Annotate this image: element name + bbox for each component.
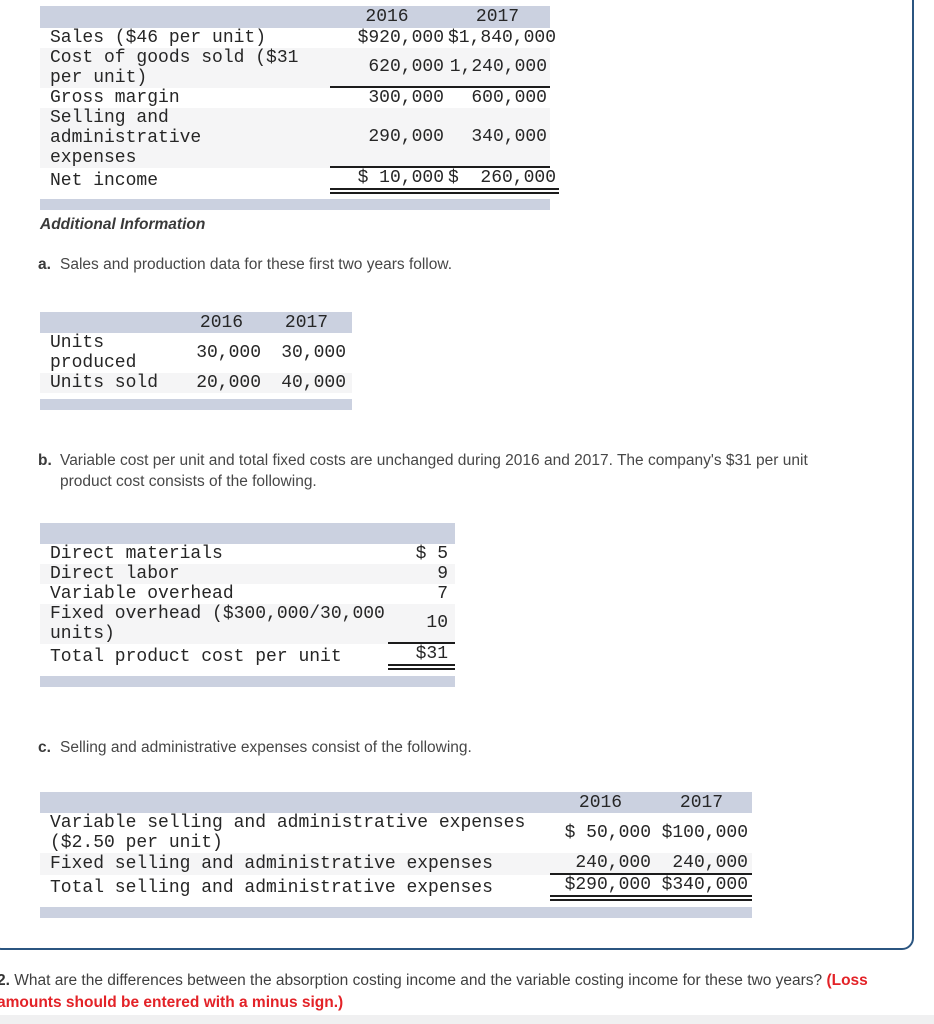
table-row: Fixed selling and administrative expense… — [40, 853, 752, 875]
value-2017: 340,000 — [448, 108, 550, 168]
col-header-2016: 2016 — [578, 792, 623, 813]
table-footer-bar — [40, 676, 455, 687]
row-label: Variable selling and administrative expe… — [50, 813, 526, 853]
product-cost-table-header — [40, 523, 455, 544]
col-header-2017: 2017 — [284, 312, 329, 333]
value-2016: 290,000 — [330, 108, 448, 168]
row-label: Units produced — [50, 333, 137, 373]
value-2016: $ 50,000 — [564, 823, 651, 843]
table-row: Sales ($46 per unit) $920,000 $1,840,000 — [40, 28, 556, 48]
table-row: Total product cost per unit $31 — [40, 644, 455, 670]
question-note-red: (Loss amounts should be entered with a m… — [0, 972, 868, 1011]
row-label: Total selling and administrative expense… — [50, 878, 493, 898]
table-row: Variable selling and administrative expe… — [40, 813, 752, 853]
value-2017: 40,000 — [281, 373, 346, 393]
table-row: Units sold 20,000 40,000 — [40, 373, 352, 393]
bottom-panel-strip — [0, 1015, 934, 1024]
item-c-text: Selling and administrative expenses cons… — [60, 739, 472, 756]
value-2016: 30,000 — [196, 343, 261, 363]
row-label: Sales ($46 per unit) — [50, 28, 267, 48]
value-2016: 620,000 — [330, 48, 448, 88]
value-2016: 240,000 — [550, 853, 655, 875]
table-row: Direct labor 9 — [40, 564, 455, 584]
value-2017: $340,000 — [655, 875, 752, 901]
col-header-2016: 2016 — [365, 7, 409, 27]
item-a-label: a. — [38, 256, 51, 273]
row-label: Direct labor — [50, 564, 180, 584]
value-2016: $290,000 — [550, 875, 655, 901]
table-row: Fixed overhead ($300,000/30,000 units) 1… — [40, 604, 455, 644]
item-b-label: b. — [38, 452, 52, 469]
table-footer-bar — [40, 399, 352, 410]
additional-information-title: Additional Information — [40, 216, 206, 233]
col-header-2017: 2017 — [679, 792, 724, 813]
table-row: Cost of goods sold ($31 per unit) 620,00… — [40, 48, 550, 88]
question-number: 2. — [0, 972, 10, 989]
income-table-header: 2016 2017 — [40, 6, 550, 28]
row-label: Net income — [50, 171, 159, 191]
item-a-text: Sales and production data for these firs… — [60, 256, 453, 273]
item-c-label: c. — [38, 739, 51, 756]
row-value: $ 5 — [415, 544, 448, 564]
product-cost-table: Direct materials $ 5 Direct labor 9 Vari… — [40, 523, 455, 687]
row-label: Gross margin — [50, 88, 180, 108]
item-b-paragraph: b. Variable cost per unit and total fixe… — [38, 450, 860, 492]
table-row: Units produced 30,000 30,000 — [40, 333, 352, 373]
value-2017: 600,000 — [471, 88, 547, 108]
table-row: Total selling and administrative expense… — [40, 875, 752, 901]
row-label: Variable overhead — [50, 584, 234, 604]
item-a-paragraph: a. Sales and production data for these f… — [38, 254, 738, 275]
table-row: Direct materials $ 5 — [40, 544, 455, 564]
requirement-2-text: 2. What are the differences between the … — [0, 970, 873, 1014]
row-label: Fixed selling and administrative expense… — [50, 854, 493, 874]
table-row: Variable overhead 7 — [40, 584, 455, 604]
value-2017: 240,000 — [655, 853, 752, 875]
row-value: 10 — [388, 604, 455, 644]
table-row: Gross margin 300,000 600,000 — [40, 88, 550, 108]
row-value: $31 — [388, 644, 455, 670]
value-2017: $1,840,000 — [448, 28, 557, 48]
income-statement-table: 2016 2017 Sales ($46 per unit) $920,000 … — [40, 6, 560, 210]
row-value: 9 — [437, 564, 448, 584]
sa-table-header: 2016 2017 — [40, 792, 752, 813]
table-footer-bar — [40, 907, 752, 918]
row-label: Fixed overhead ($300,000/30,000 units) — [50, 604, 385, 644]
table-row: Net income $ 10,000 $ 260,000 — [40, 168, 560, 194]
value-2016: 20,000 — [196, 373, 261, 393]
value-2017: $100,000 — [661, 823, 748, 843]
row-label: Direct materials — [50, 544, 223, 564]
value-2016: $920,000 — [357, 28, 444, 48]
question-text: What are the differences between the abs… — [9, 972, 827, 989]
value-2016: 300,000 — [368, 88, 444, 108]
table-footer-bar — [40, 199, 550, 210]
value-2017: 30,000 — [281, 343, 346, 363]
row-label: Total product cost per unit — [50, 647, 342, 667]
item-b-text: Variable cost per unit and total fixed c… — [60, 452, 808, 490]
row-value: 7 — [437, 584, 448, 604]
row-label: Selling and administrative expenses — [50, 108, 202, 168]
col-header-2016: 2016 — [199, 312, 244, 333]
value-2017: 1,240,000 — [448, 48, 550, 88]
row-label: Units sold — [50, 373, 159, 393]
row-label: Cost of goods sold ($31 per unit) — [50, 48, 299, 88]
units-table-header: 2016 2017 — [40, 312, 352, 333]
sa-expenses-table: 2016 2017 Variable selling and administr… — [40, 792, 752, 918]
units-table: 2016 2017 Units produced 30,000 30,000 U… — [40, 312, 352, 410]
value-2017: $ 260,000 — [448, 168, 560, 194]
value-2016: $ 10,000 — [330, 168, 448, 194]
item-c-paragraph: c. Selling and administrative expenses c… — [38, 737, 738, 758]
table-row: Selling and administrative expenses 290,… — [40, 108, 550, 168]
col-header-2017: 2017 — [475, 7, 520, 27]
